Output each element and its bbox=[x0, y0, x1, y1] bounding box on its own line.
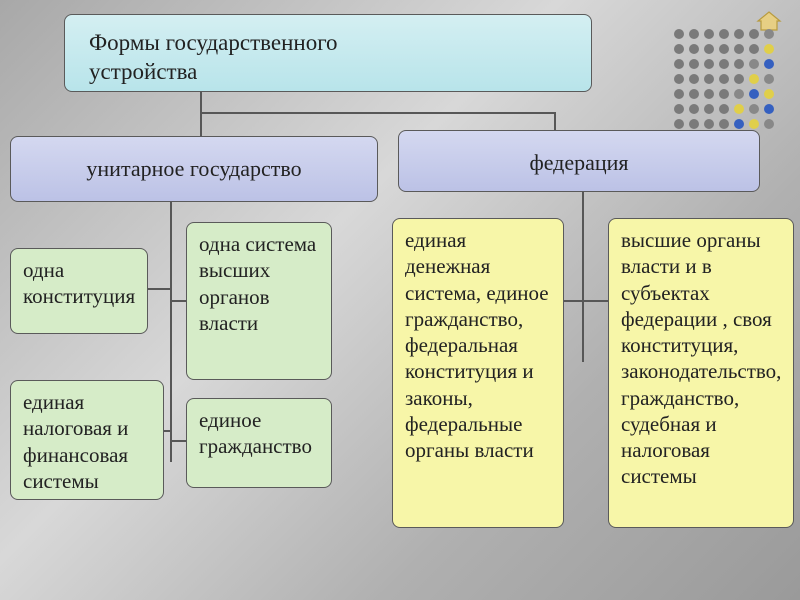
connector-line bbox=[200, 112, 556, 114]
connector-line bbox=[164, 430, 172, 432]
slide: Формы государственногоустройства унитарн… bbox=[0, 0, 800, 600]
connector-line bbox=[170, 202, 172, 462]
title-box: Формы государственногоустройства bbox=[64, 14, 592, 92]
connector-line bbox=[554, 112, 556, 130]
connector-line bbox=[148, 288, 170, 290]
connector-line bbox=[582, 300, 608, 302]
dot-matrix-decoration bbox=[673, 28, 778, 133]
leaf-federal-common: единая денежная система, единое гражданс… bbox=[392, 218, 564, 528]
leaf-constitution: одна конституция bbox=[10, 248, 148, 334]
connector-line bbox=[564, 300, 582, 302]
connector-line bbox=[170, 440, 186, 442]
leaf-tax: единая налоговая и финансовая системы bbox=[10, 380, 164, 500]
connector-line bbox=[582, 192, 584, 362]
connector-line bbox=[200, 112, 202, 136]
connector-line bbox=[200, 92, 202, 114]
leaf-federal-subjects: высшие органы власти и в субъектах федер… bbox=[608, 218, 794, 528]
connector-line bbox=[170, 300, 186, 302]
leaf-citizenship: единое гражданство bbox=[186, 398, 332, 488]
leaf-organs: одна система высших органов власти bbox=[186, 222, 332, 380]
category-unitary: унитарное государство bbox=[10, 136, 378, 202]
category-federation: федерация bbox=[398, 130, 760, 192]
